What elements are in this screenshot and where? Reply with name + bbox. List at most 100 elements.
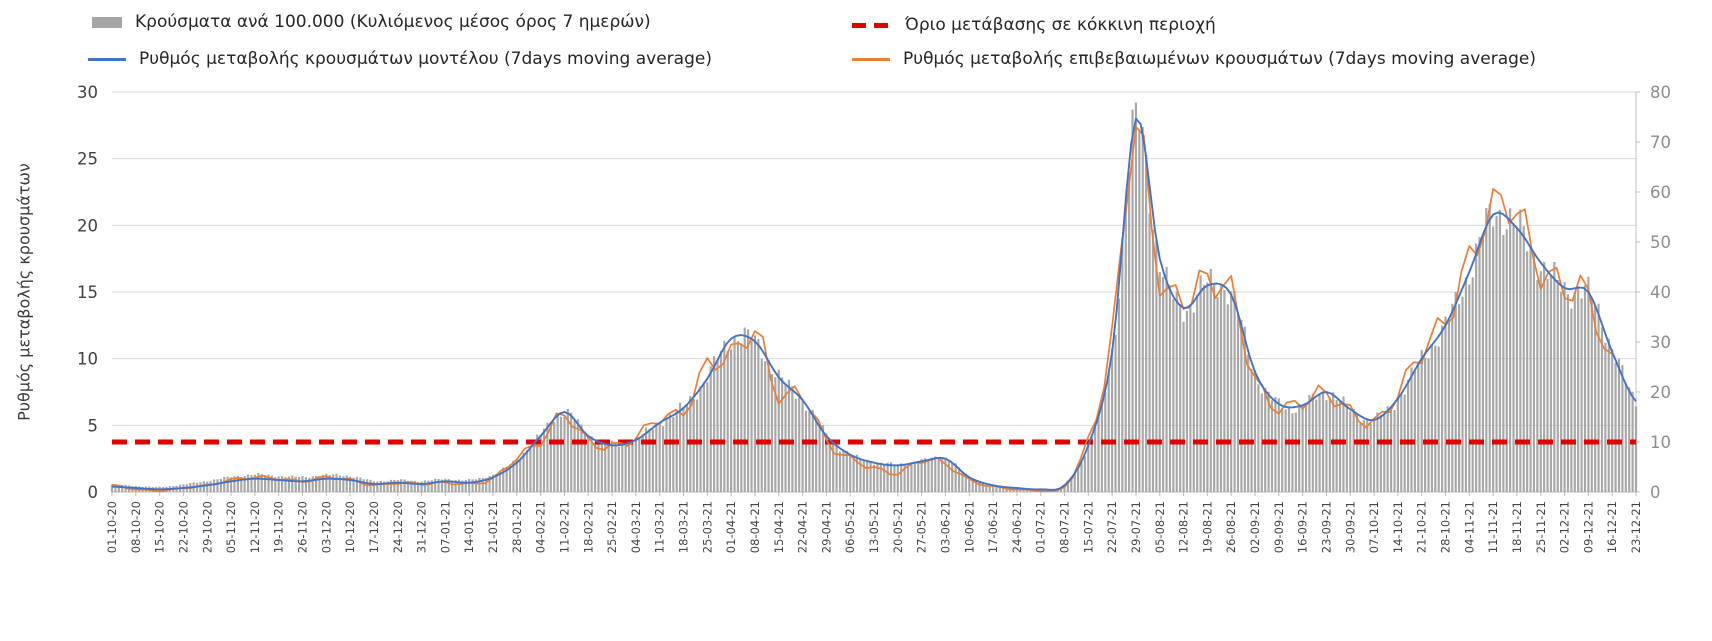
daily-cases-bar <box>631 442 634 492</box>
daily-cases-bar <box>1315 399 1318 492</box>
daily-cases-bar <box>253 474 256 492</box>
daily-cases-bar <box>1087 443 1090 492</box>
daily-cases-bar <box>1437 346 1440 492</box>
daily-cases-bar <box>400 479 403 492</box>
daily-cases-bar <box>815 419 818 492</box>
x-tick-label: 23-09-21 <box>1319 501 1333 553</box>
daily-cases-bar <box>277 476 280 492</box>
daily-cases-bar <box>621 443 624 492</box>
daily-cases-bar <box>1634 406 1638 492</box>
daily-cases-bar <box>679 402 682 492</box>
x-tick-label: 21-10-21 <box>1415 501 1429 553</box>
daily-cases-bar <box>457 479 461 492</box>
daily-cases-bar <box>1114 334 1117 492</box>
daily-cases-bar <box>753 335 757 492</box>
daily-cases-bar <box>1199 275 1202 492</box>
daily-cases-bar <box>1549 275 1553 492</box>
daily-cases-bar <box>1345 403 1348 492</box>
daily-cases-bar <box>1100 397 1104 492</box>
daily-cases-bar <box>532 439 535 492</box>
daily-cases-bar <box>726 350 729 492</box>
daily-cases-bar <box>1080 462 1083 492</box>
daily-cases-bar <box>957 467 961 492</box>
x-tick-label: 05-08-21 <box>1153 501 1167 553</box>
x-tick-label: 12-11-20 <box>248 501 262 553</box>
daily-cases-bar <box>764 361 767 492</box>
x-tick-label: 04-03-21 <box>629 501 643 553</box>
daily-cases-bar <box>702 382 706 492</box>
daily-cases-bar <box>876 462 879 492</box>
daily-cases-bar <box>1498 209 1502 492</box>
daily-cases-bar <box>206 481 209 492</box>
daily-cases-bar <box>1617 358 1621 492</box>
daily-cases-bar <box>981 483 984 492</box>
x-tick-label: 16-09-21 <box>1296 501 1310 553</box>
daily-cases-bar <box>971 479 974 492</box>
daily-cases-bar <box>263 475 267 492</box>
daily-cases-bar <box>1145 154 1148 492</box>
daily-cases-bar <box>1583 285 1587 492</box>
daily-cases-bar <box>488 476 491 492</box>
daily-cases-bar <box>1209 268 1212 492</box>
daily-cases-bar <box>600 439 603 492</box>
daily-cases-bar <box>920 459 923 492</box>
daily-cases-bar <box>760 358 763 492</box>
x-tick-label: 18-02-21 <box>581 501 595 553</box>
daily-cases-bar <box>883 464 886 492</box>
daily-cases-bar <box>461 480 464 492</box>
daily-cases-bar <box>246 474 250 492</box>
daily-cases-bar <box>1372 419 1376 492</box>
daily-cases-bar <box>440 479 444 492</box>
daily-cases-bar <box>491 474 495 492</box>
daily-cases-bar <box>413 480 416 492</box>
daily-cases-bar <box>1185 310 1189 492</box>
daily-cases-bar <box>1301 404 1304 492</box>
daily-cases-bar <box>838 451 842 492</box>
daily-cases-bar <box>1182 321 1185 492</box>
daily-cases-bar <box>515 460 518 492</box>
daily-cases-bar <box>940 459 944 492</box>
daily-cases-bar <box>1423 357 1427 492</box>
x-tick-label: 22-04-21 <box>796 501 810 553</box>
daily-cases-bar <box>1505 229 1508 492</box>
daily-cases-bar <box>1206 282 1209 492</box>
x-tick-label: 12-08-21 <box>1177 501 1191 553</box>
daily-cases-bar <box>508 464 512 492</box>
daily-cases-bar <box>1532 254 1536 492</box>
daily-cases-bar <box>954 463 957 492</box>
daily-cases-bar <box>332 474 335 492</box>
daily-cases-bar <box>1566 294 1570 492</box>
daily-cases-bar <box>1002 486 1005 492</box>
daily-cases-bar <box>917 462 920 492</box>
daily-cases-bar <box>767 359 770 492</box>
daily-cases-bar <box>522 452 525 492</box>
daily-cases-bar <box>410 480 413 492</box>
x-tick-label: 25-11-21 <box>1534 501 1548 553</box>
daily-cases-bar <box>315 476 318 492</box>
daily-cases-bar <box>240 476 243 492</box>
legend-label-threshold: Όριο μετάβασης σε κόκκινη περιοχή <box>905 15 1216 35</box>
x-tick-label: 21-01-21 <box>486 501 500 553</box>
daily-cases-bar <box>1005 487 1008 492</box>
daily-cases-bar <box>250 475 253 492</box>
daily-cases-bar <box>420 481 423 492</box>
daily-cases-bar <box>1495 216 1498 493</box>
daily-cases-bar <box>1420 349 1423 492</box>
daily-cases-bar <box>287 476 290 492</box>
daily-cases-bar <box>1321 391 1325 492</box>
daily-cases-bar <box>1570 308 1573 492</box>
daily-cases-bar <box>1624 382 1627 492</box>
daily-cases-bar <box>770 374 774 492</box>
daily-cases-bar <box>525 450 529 492</box>
daily-cases-bar <box>379 480 382 492</box>
daily-cases-bar <box>1233 291 1236 492</box>
daily-cases-bar <box>835 445 838 492</box>
daily-cases-bar <box>417 481 420 492</box>
daily-cases-bar <box>1478 237 1481 492</box>
daily-cases-bar <box>1226 304 1229 492</box>
x-tick-label: 07-10-21 <box>1367 501 1381 553</box>
daily-cases-bar <box>869 462 872 492</box>
daily-cases-bar <box>998 485 1001 492</box>
daily-cases-bar <box>1338 401 1342 492</box>
daily-cases-bar <box>454 479 457 492</box>
